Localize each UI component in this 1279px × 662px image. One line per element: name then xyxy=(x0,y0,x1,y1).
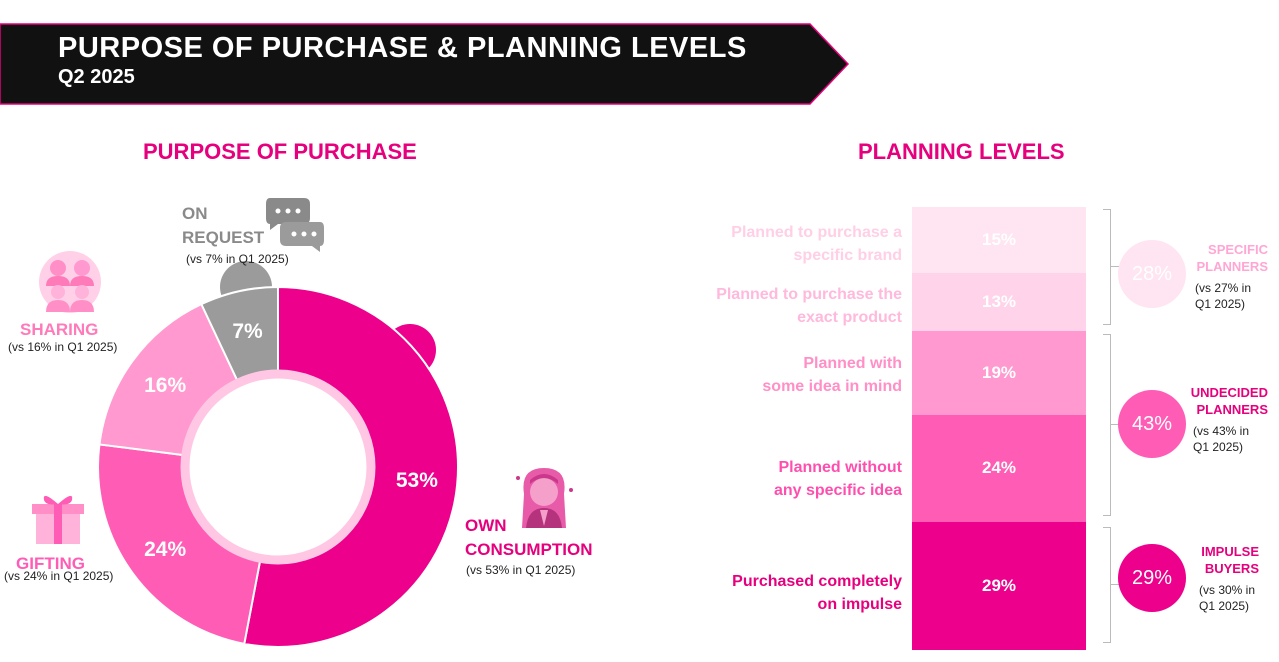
header-banner: PURPOSE OF PURCHASE & PLANNING LEVELS Q2… xyxy=(0,0,860,110)
own-label-line2: CONSUMPTION xyxy=(465,540,593,559)
plan-label-no-idea: Planned without any specific idea xyxy=(774,456,902,502)
page-title: PURPOSE OF PURCHASE & PLANNING LEVELS xyxy=(58,32,747,64)
specific-planners-note: (vs 27% in Q1 2025) xyxy=(1195,280,1251,312)
bracket-specific-tick xyxy=(1111,266,1119,267)
sharing-label: SHARING xyxy=(20,320,99,339)
bracket-undecided-tick xyxy=(1111,424,1119,425)
gifting-vs-note: (vs 24% in Q1 2025) xyxy=(4,569,114,583)
gifting-label: GIFTING xyxy=(16,554,85,573)
plan-label-brand-line2: specific brand xyxy=(793,247,902,264)
request-label-line2: REQUEST xyxy=(182,228,265,247)
purpose-donut-chart: 53% 24% 16% 7% xyxy=(97,261,459,648)
impulse-name-line1: IMPULSE xyxy=(1201,544,1259,559)
own-label-line1: OWN xyxy=(465,516,507,535)
impulse-note-line1: (vs 30% in xyxy=(1199,583,1256,597)
stack-segment-brand: 15% xyxy=(912,207,1086,274)
undecided-name-line2: PLANNERS xyxy=(1196,402,1268,417)
stack-segment-idea: 19% xyxy=(912,331,1086,416)
purpose-section-title: PURPOSE OF PURCHASE xyxy=(143,139,417,164)
donut-label-request: 7% xyxy=(232,320,263,343)
specific-planners-value: 28% xyxy=(1118,240,1186,308)
plan-label-noidea-line2: any specific idea xyxy=(773,482,902,499)
impulse-buyers-name: IMPULSE BUYERS xyxy=(1201,543,1259,577)
plan-label-exact-line1: Planned to purchase the xyxy=(716,286,902,303)
bracket-undecided xyxy=(1103,334,1111,516)
stack-segment-impulse: 29% xyxy=(912,521,1086,650)
specific-planners-name: SPECIFIC PLANNERS xyxy=(1196,241,1268,275)
impulse-name-line2: BUYERS xyxy=(1204,561,1259,576)
undecided-name-line1: UNDECIDED xyxy=(1190,385,1268,400)
undecided-planners-name: UNDECIDED PLANNERS xyxy=(1191,384,1268,418)
plan-label-noidea-line1: Planned without xyxy=(778,459,902,476)
bracket-impulse-tick xyxy=(1111,584,1119,585)
bracket-impulse xyxy=(1103,527,1111,643)
sharing-vs-note: (vs 16% in Q1 2025) xyxy=(8,340,118,354)
plan-label-impulse: Purchased completely on impulse xyxy=(732,570,902,616)
specific-name-line2: PLANNERS xyxy=(1196,259,1268,274)
gift-icon xyxy=(32,495,84,544)
request-label-line1: ON xyxy=(182,204,208,223)
specific-name-line1: SPECIFIC xyxy=(1208,242,1268,257)
own-vs-note: (vs 53% in Q1 2025) xyxy=(466,563,576,577)
planning-section-title: PLANNING LEVELS xyxy=(858,139,1065,164)
plan-label-impulse-line1: Purchased completely xyxy=(732,573,902,590)
own-consumption-label: OWN CONSUMPTION xyxy=(465,514,593,562)
request-vs-note: (vs 7% in Q1 2025) xyxy=(186,252,289,266)
impulse-buyers-note: (vs 30% in Q1 2025) xyxy=(1199,582,1255,614)
plan-label-brand-line1: Planned to purchase a xyxy=(731,224,902,241)
donut-label-gifting: 24% xyxy=(144,538,186,561)
planning-stacked-bar: 15% 13% 19% 24% 29% xyxy=(912,207,1086,650)
specific-note-line2: Q1 2025) xyxy=(1195,297,1246,311)
plan-label-impulse-line2: on impulse xyxy=(817,596,902,613)
stack-segment-exact: 13% xyxy=(912,273,1086,332)
plan-label-specific-brand: Planned to purchase a specific brand xyxy=(731,221,902,267)
page-subtitle: Q2 2025 xyxy=(58,66,135,88)
undecided-planners-value: 43% xyxy=(1118,390,1186,458)
donut-inner-ring xyxy=(180,369,376,565)
undecided-planners-note: (vs 43% in Q1 2025) xyxy=(1193,423,1249,455)
people-sharing-icon xyxy=(39,251,101,313)
plan-label-idea-line1: Planned with xyxy=(803,355,902,372)
banner-shape xyxy=(0,23,850,105)
on-request-label: ON REQUEST xyxy=(182,202,264,250)
undecided-note-line2: Q1 2025) xyxy=(1193,440,1244,454)
plan-label-some-idea: Planned with some idea in mind xyxy=(762,352,902,398)
stack-segment-no-idea: 24% xyxy=(912,415,1086,522)
woman-praying-icon xyxy=(516,468,573,528)
chat-bubbles-icon xyxy=(266,198,324,252)
donut-label-own: 53% xyxy=(396,469,438,492)
plan-label-exact-line2: exact product xyxy=(797,309,902,326)
bracket-specific xyxy=(1103,209,1111,325)
donut-label-sharing: 16% xyxy=(144,374,186,397)
impulse-note-line2: Q1 2025) xyxy=(1199,599,1250,613)
undecided-note-line1: (vs 43% in xyxy=(1193,424,1250,438)
specific-note-line1: (vs 27% in xyxy=(1195,281,1252,295)
plan-label-idea-line2: some idea in mind xyxy=(762,378,902,395)
impulse-buyers-value: 29% xyxy=(1118,544,1186,612)
plan-label-exact-product: Planned to purchase the exact product xyxy=(716,283,902,329)
